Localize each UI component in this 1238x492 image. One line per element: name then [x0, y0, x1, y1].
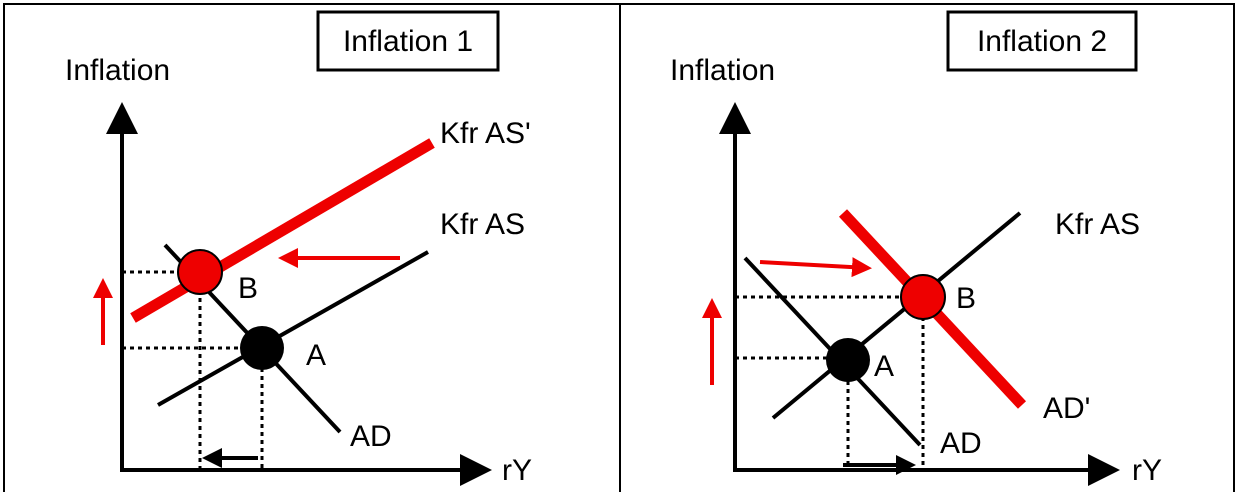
guide-lines: [735, 295, 925, 470]
point-label: B: [238, 272, 258, 305]
curve-label: Kfr AS: [1055, 208, 1140, 241]
curve-label: Kfr AS': [440, 117, 531, 150]
point-label: B: [956, 282, 976, 315]
y-axis-label: Inflation: [670, 54, 775, 87]
point-a: [826, 338, 870, 382]
point-label: A: [306, 339, 326, 372]
as-curve: [771, 211, 1022, 420]
panel: Inflation 2 Inflation rY Kfr AS AD AD' B…: [670, 10, 1162, 487]
title-box: [946, 10, 1138, 72]
as-shifted-curve: [130, 138, 435, 323]
panel: Inflation 1 Inflation rY Kfr AS' Kfr AS …: [65, 10, 532, 487]
panel-title: Inflation 2: [977, 25, 1107, 58]
curve-label: AD: [350, 420, 392, 453]
point-label: A: [874, 350, 894, 383]
point-b: [900, 274, 946, 320]
shift-arrow: [759, 257, 872, 278]
title-box: [316, 10, 500, 72]
curve-label: Kfr AS: [440, 208, 525, 241]
x-axis-label: rY: [1132, 454, 1162, 487]
as-curve: [157, 250, 429, 407]
point-b: [177, 249, 223, 295]
x-axis-label: rY: [502, 454, 532, 487]
curve-label: AD': [1043, 392, 1090, 425]
panel-title: Inflation 1: [343, 25, 473, 58]
y-axis-label: Inflation: [65, 54, 170, 87]
curve-label: AD: [940, 427, 982, 460]
point-a: [240, 326, 284, 370]
